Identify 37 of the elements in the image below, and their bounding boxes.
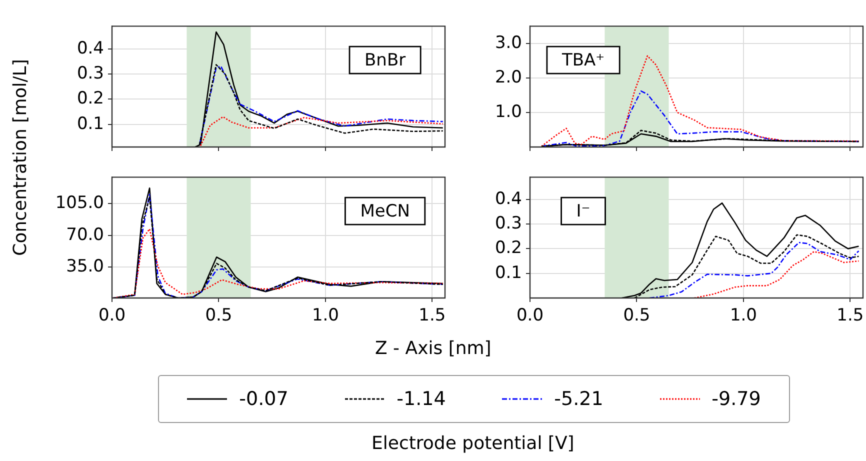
x-tick-label: 0.5	[623, 306, 650, 326]
x-tick-label: 1.5	[418, 306, 446, 326]
x-tick-label: 1.5	[836, 306, 864, 326]
y-tick-label: 0.3	[76, 63, 104, 84]
line-series	[648, 242, 860, 298]
line-series	[540, 55, 860, 147]
x-tick-label: 0.0	[516, 306, 544, 326]
line-series	[200, 116, 444, 146]
x-tick-label: 0.5	[205, 306, 232, 326]
y-tick-label: 70.0	[66, 224, 104, 245]
legend-label: -9.79	[712, 388, 761, 410]
x-tick-label: 1.0	[312, 306, 339, 326]
y-tick-label: 0.2	[494, 238, 522, 258]
y-tick-label: 1.0	[494, 102, 522, 122]
legend-label: -0.07	[239, 388, 288, 410]
y-tick-label: 35.0	[66, 256, 104, 277]
text: TBA⁺	[560, 50, 605, 70]
y-tick-label: 0.4	[76, 38, 104, 58]
text: BnBr	[364, 50, 406, 70]
text: I⁻	[576, 201, 590, 222]
y-tick-label: 0.2	[76, 88, 104, 109]
text: MeCN	[360, 201, 410, 222]
y-axis-title: Concentration [mol/L]	[9, 58, 30, 256]
y-tick-label: 3.0	[494, 32, 522, 53]
x-tick-label: 0.0	[98, 306, 126, 326]
y-tick-label: 105.0	[55, 192, 104, 213]
legend-title: Electrode potential [V]	[372, 433, 574, 454]
line-series	[694, 251, 860, 298]
y-tick-label: 0.4	[494, 188, 522, 209]
y-tick-label: 0.3	[494, 213, 522, 234]
y-tick-label: 0.1	[76, 114, 104, 134]
legend-label: -1.14	[396, 388, 446, 410]
y-tick-label: 0.1	[494, 262, 522, 283]
x-axis-title: Z - Axis [nm]	[375, 338, 492, 359]
legend-label: -5.21	[554, 388, 604, 410]
x-tick-label: 1.0	[730, 306, 757, 326]
y-tick-label: 2.0	[494, 67, 522, 88]
